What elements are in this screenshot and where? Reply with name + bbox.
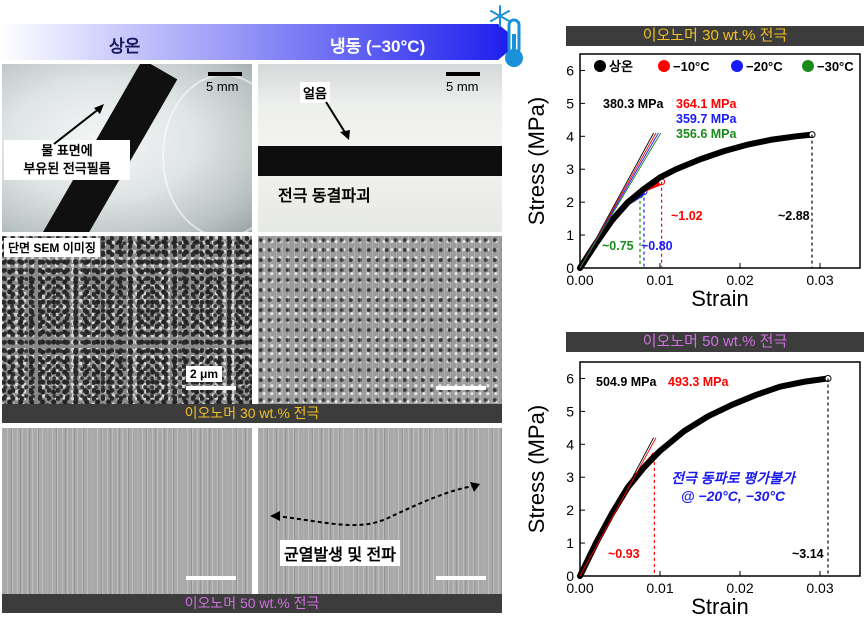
x-tick-label: 0.00 xyxy=(566,272,593,288)
y-tick-label: 2 xyxy=(566,194,574,210)
y-axis-label: Stress (MPa) xyxy=(524,97,549,225)
modulus-label: 359.7 MPa xyxy=(676,112,738,126)
legend-label: −10°C xyxy=(673,59,710,74)
fracture-strain-label: ~2.88 xyxy=(778,209,810,223)
y-tick-label: 4 xyxy=(566,128,574,144)
ice-photo xyxy=(258,64,502,232)
scale-bar xyxy=(208,72,242,76)
fracture-strain-label: ~0.93 xyxy=(608,547,640,561)
y-tick-label: 6 xyxy=(566,62,574,78)
y-tick-label: 5 xyxy=(566,95,574,111)
ice-annotation: 얼음 xyxy=(300,82,330,103)
sem-image-30-frozen xyxy=(258,236,502,404)
snowflake-icon xyxy=(490,5,510,27)
x-tick-label: 0.00 xyxy=(566,580,593,596)
plot-frame xyxy=(579,53,861,269)
label-ionomer-30-text: 이오노머 30 wt.% 전극 xyxy=(184,405,320,421)
x-tick-label: 0.01 xyxy=(646,580,673,596)
legend-marker xyxy=(594,60,606,72)
arrow-icon xyxy=(53,104,104,145)
y-axis-label: Stress (MPa) xyxy=(524,405,549,533)
scale-label: 5 mm xyxy=(206,79,239,94)
y-tick-label: 3 xyxy=(566,469,574,485)
plot-frame xyxy=(579,361,861,577)
crack-annotation: 균열발생 및 전파 xyxy=(280,540,400,566)
legend-marker xyxy=(731,60,743,72)
chart-title-30: 이오노머 30 wt.% 전극 xyxy=(642,27,788,44)
not-measurable-note: @ −20°C, −30°C xyxy=(681,488,786,504)
fracture-strain-label: ~0.80 xyxy=(641,239,673,253)
x-tick-label: 0.03 xyxy=(806,272,833,288)
chart-title-50: 이오노머 50 wt.% 전극 xyxy=(642,333,788,350)
label-ionomer-50: 이오노머 50 wt.% 전극 xyxy=(2,594,502,613)
x-tick-label: 0.02 xyxy=(726,272,753,288)
fracture-annotation: 전극 동결파괴 xyxy=(278,188,371,205)
legend-marker xyxy=(802,60,814,72)
x-tick-label: 0.03 xyxy=(806,580,833,596)
y-tick-label: 0 xyxy=(566,568,574,584)
stress-strain-chart-50: 0 1 2 3 4 5 6 0.00 0.01 0.02 0.03 Strain Stress (MPa… xyxy=(524,361,861,619)
scale-bar xyxy=(436,576,486,580)
fracture-strain-label: ~0.75 xyxy=(602,239,634,253)
stress-strain-chart-30: 0 1 2 3 4 5 6 0.00 0.01 0.02 0.03 Strain Stress (MPa… xyxy=(524,53,861,311)
sem-image-50-frozen xyxy=(258,428,502,594)
not-measurable-note: 전극 동파로 평가불가 xyxy=(671,470,797,486)
legend-marker xyxy=(658,60,670,72)
scale-bar xyxy=(436,386,486,390)
film-annotation-box: 물 표면에 부유된 전극필름 xyxy=(4,140,130,180)
modulus-label: 504.9 MPa xyxy=(596,375,658,389)
film-annotation: 물 표면에 부유된 전극필름 xyxy=(23,143,111,176)
temperature-banner xyxy=(0,24,520,60)
modulus-label: 364.1 MPa xyxy=(676,97,738,111)
y-tick-label: 5 xyxy=(566,403,574,419)
y-tick-label: 3 xyxy=(566,161,574,177)
y-tick-label: 0 xyxy=(566,260,574,276)
y-tick-label: 4 xyxy=(566,436,574,452)
chart-header-50: 이오노머 50 wt.% 전극 xyxy=(566,332,864,352)
fracture-strain-label: ~3.14 xyxy=(792,547,824,561)
scale-bar xyxy=(446,72,480,76)
series-line xyxy=(577,131,815,271)
y-tick-label: 2 xyxy=(566,502,574,518)
modulus-line xyxy=(579,437,657,577)
banner-frozen-label: 냉동 (−30°C) xyxy=(330,37,426,56)
fracture-strain-label: ~1.02 xyxy=(671,209,703,223)
scale-bar xyxy=(186,576,236,580)
scale-label: 5 mm xyxy=(446,79,479,94)
x-tick-label: 0.02 xyxy=(726,580,753,596)
arrow-icon xyxy=(325,101,350,140)
chart-header-30: 이오노머 30 wt.% 전극 xyxy=(566,26,864,46)
label-ionomer-50-text: 이오노머 50 wt.% 전극 xyxy=(184,595,320,611)
series-line xyxy=(577,375,831,579)
y-tick-label: 1 xyxy=(566,227,574,243)
sem-title: 단면 SEM 이미징 xyxy=(4,238,100,257)
label-ionomer-30: 이오노머 30 wt.% 전극 xyxy=(2,404,502,423)
y-tick-label: 1 xyxy=(566,535,574,551)
legend-label: −30°C xyxy=(817,59,854,74)
legend-label: −20°C xyxy=(746,59,783,74)
modulus-line xyxy=(579,132,662,269)
x-tick-label: 0.01 xyxy=(646,272,673,288)
x-axis-label: Strain xyxy=(691,286,748,311)
thermometer-icon xyxy=(505,18,523,67)
scale-bar xyxy=(186,386,236,390)
modulus-label: 380.3 MPa xyxy=(603,97,665,111)
sem-image-50-room xyxy=(2,428,252,594)
x-axis-label: Strain xyxy=(691,594,748,619)
crack-path-arrow xyxy=(270,482,480,527)
modulus-label: 356.6 MPa xyxy=(676,127,738,141)
y-tick-label: 6 xyxy=(566,370,574,386)
modulus-label: 493.3 MPa xyxy=(668,375,730,389)
legend-label: 상온 xyxy=(609,59,633,74)
banner-room-temp-label: 상온 xyxy=(109,37,141,56)
sem-scale-label: 2 μm xyxy=(186,366,223,382)
